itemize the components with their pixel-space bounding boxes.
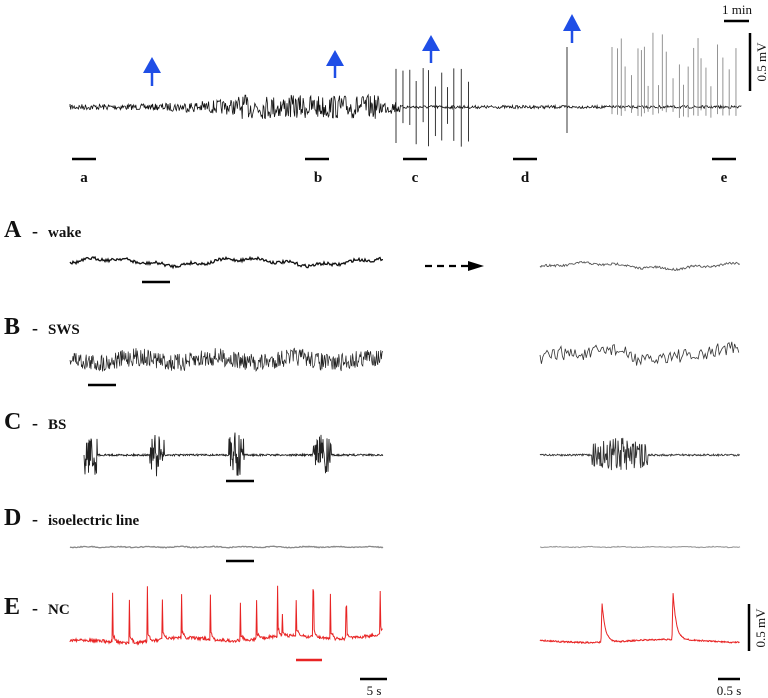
amplitude-scale-label: 0.5 mV [754, 42, 768, 82]
burst-suppression-trace-zoom [539, 437, 741, 471]
panel-letter: E [4, 594, 20, 620]
time-scale-label-left: 5 s [367, 683, 382, 698]
sws-trace-zoom [539, 341, 740, 366]
panel-letter: B [4, 314, 20, 340]
panel-name: SWS [48, 322, 80, 338]
panel-dash: - [32, 318, 38, 338]
panel-letter: A [4, 217, 22, 243]
segment-label-e: e [721, 170, 728, 186]
panel-a: A - wake [4, 217, 741, 284]
overview-eeg-trace [69, 93, 742, 120]
isoelectric-trace-overview [69, 545, 384, 549]
panel-letter: D [4, 505, 21, 531]
time-scale-label: 1 min [722, 2, 752, 17]
segment-label-d: d [521, 170, 530, 186]
isoelectric-trace-zoom [539, 545, 741, 549]
amplitude-scale-label-right: 0.5 mV [753, 608, 768, 648]
blue-arrow [143, 57, 161, 86]
burst-suppression-trace-overview [83, 432, 384, 477]
panel-name: BS [48, 417, 66, 433]
panel-dash: - [32, 509, 38, 529]
panel-b: B - SWS [4, 314, 740, 387]
panel-letter: C [4, 409, 21, 435]
segment-label-c: c [412, 170, 419, 186]
panel-dash: - [32, 221, 38, 241]
wake-trace-zoom [539, 260, 741, 272]
wake-trace-overview [69, 255, 384, 270]
nc-trace-zoom [539, 593, 740, 645]
segment-label-a: a [80, 170, 88, 186]
overview-spikes [395, 32, 737, 147]
panel-name: isoelectric line [48, 513, 140, 529]
blue-arrow [563, 14, 581, 43]
panel-c: C - BS [4, 409, 741, 483]
segment-label-b: b [314, 170, 322, 186]
panel-e: E - NC 0.5 mV [4, 585, 768, 662]
nc-trace-overview [69, 585, 383, 646]
sws-trace-overview [69, 347, 383, 372]
time-scale-label-right: 0.5 s [717, 683, 742, 698]
panel-dash: - [32, 413, 38, 433]
panel-d: D - isoelectric line [4, 505, 741, 563]
panel-name: wake [48, 225, 82, 241]
panel-name: NC [48, 602, 70, 618]
panel-dash: - [32, 598, 38, 618]
blue-arrow [422, 35, 440, 63]
overview-section: 1 min 0.5 mV a b c d e [69, 2, 768, 186]
blue-arrow [326, 50, 344, 78]
zoom-arrow-head [468, 261, 484, 271]
